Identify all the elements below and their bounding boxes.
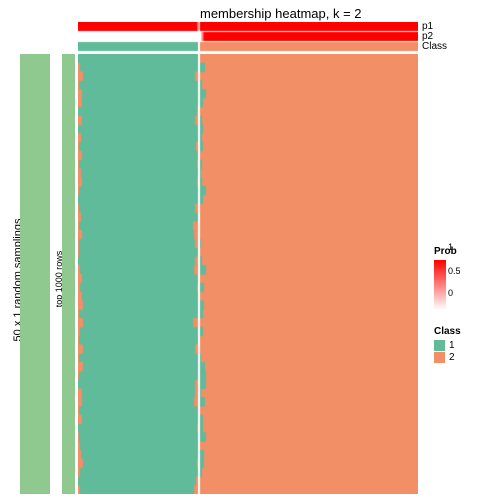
anno-label-class: Class <box>422 41 447 52</box>
prob-gradient <box>434 260 446 310</box>
legend-prob: Prob 1 0.5 0 <box>434 246 457 310</box>
legend-class-row-1: 1 <box>434 340 461 351</box>
left-bar-sub <box>62 54 75 494</box>
chart-title: membership heatmap, k = 2 <box>200 6 362 21</box>
heatmap-body <box>78 54 418 494</box>
legend-swatch-2 <box>434 352 445 363</box>
legend-class: Class 1 2 <box>434 326 461 364</box>
legend-prob-title: Prob <box>434 246 457 257</box>
legend-class-row-2: 2 <box>434 352 461 363</box>
legend-class-title: Class <box>434 326 461 337</box>
legend-swatch-1 <box>434 340 445 351</box>
annotation-tracks <box>78 22 418 52</box>
left-bar-main <box>20 54 50 494</box>
